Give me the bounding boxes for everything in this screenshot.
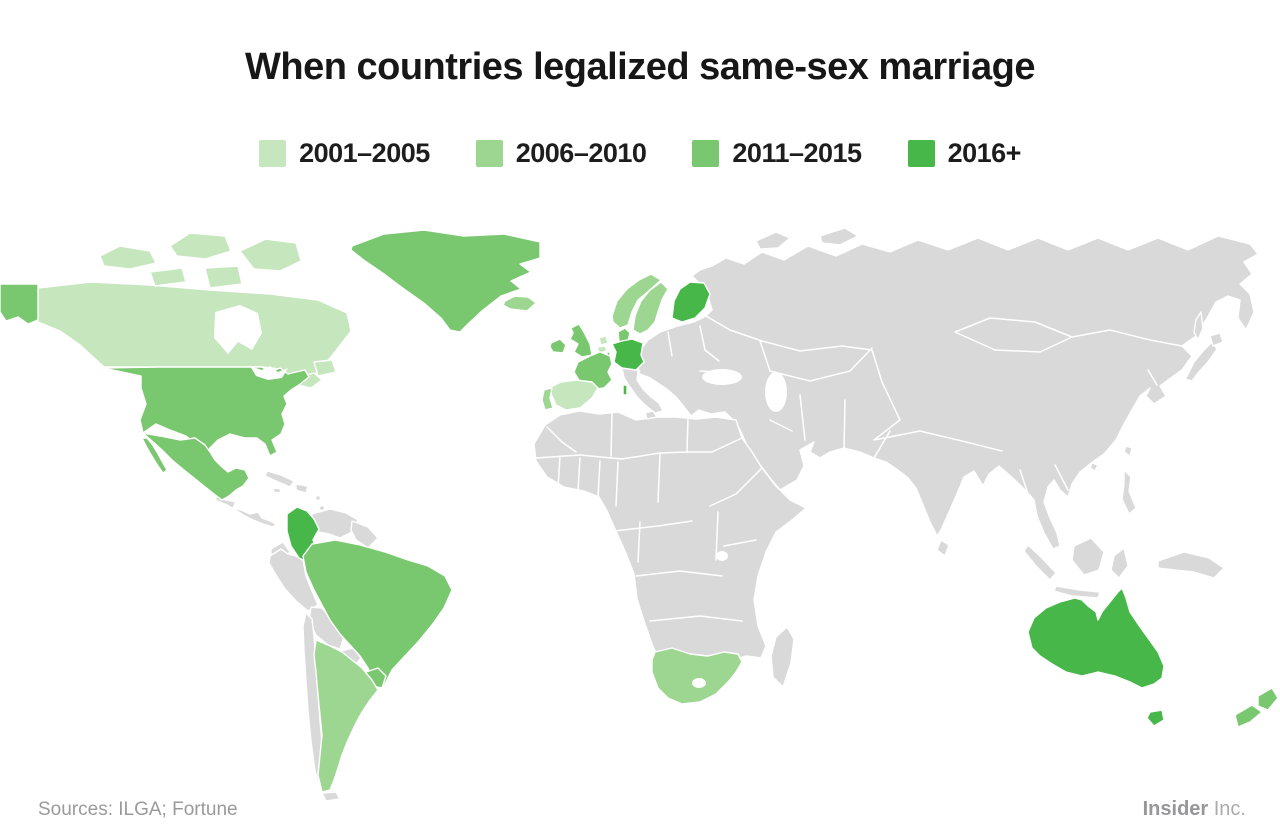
- landmass-tierra-del-fuego: [321, 791, 341, 802]
- country-portugal: [541, 387, 554, 411]
- country-denmark: [617, 327, 631, 343]
- country-canada-newfoundland: [313, 359, 337, 377]
- landmass-novaya-zemlya: [755, 231, 791, 250]
- landmass-central-america: [213, 495, 277, 528]
- country-ireland: [549, 338, 567, 354]
- legend-swatch-2011-2015: [692, 140, 720, 167]
- landmass-hispaniola: [295, 483, 309, 494]
- legend-item-2001-2005: 2001–2005: [259, 138, 430, 169]
- country-canada-arctic-3: [239, 238, 302, 272]
- landmass-antilles-1: [314, 494, 322, 502]
- country-malta: [622, 384, 628, 396]
- legend-swatch-2016-plus: [907, 140, 935, 167]
- country-australia-tasmania: [1146, 709, 1165, 727]
- country-mexico-baja: [141, 437, 168, 474]
- great-lakes: [250, 366, 288, 380]
- country-canada-arctic-5: [204, 265, 243, 289]
- country-australia: [1027, 587, 1165, 689]
- country-netherlands: [598, 335, 609, 346]
- landmass-eurasia: [635, 235, 1259, 550]
- landmass-italy: [621, 364, 664, 414]
- black-sea: [702, 369, 742, 385]
- africa-borders: [535, 412, 763, 622]
- country-south-africa: [651, 647, 743, 705]
- brand-logo-regular: Inc.: [1213, 798, 1246, 820]
- landmass-sakhalin: [1193, 311, 1204, 341]
- country-sweden: [632, 281, 669, 335]
- country-argentina: [313, 639, 379, 793]
- landmass-antilles-2: [318, 504, 326, 512]
- landmass-borneo: [1071, 537, 1105, 576]
- landmass-japan: [1184, 341, 1218, 382]
- country-spain: [548, 379, 599, 411]
- legend-label-2006-2010: 2006–2010: [515, 138, 647, 168]
- legend-swatch-2006-2010: [475, 140, 503, 167]
- legend-label-2011-2015: 2011–2015: [732, 138, 862, 168]
- country-canada-arctic-1: [99, 245, 157, 270]
- country-germany: [611, 338, 645, 371]
- landmass-sri-lanka: [936, 539, 950, 557]
- brand-logo: Insider Inc.: [1143, 798, 1246, 821]
- sources-note: Sources: ILGA; Fortune: [38, 799, 238, 820]
- caspian-sea: [765, 372, 787, 412]
- legend-item-2006-2010: 2006–2010: [475, 138, 647, 169]
- country-usa: [102, 366, 310, 457]
- landmass-java: [1053, 585, 1101, 599]
- country-canada-arctic-4: [149, 267, 187, 287]
- landmass-madagascar: [770, 626, 795, 688]
- landmass-philippines: [1121, 469, 1137, 515]
- country-brazil: [302, 539, 453, 689]
- landmass-arctic-islands-ru: [819, 227, 859, 246]
- country-belgium: [596, 345, 608, 354]
- lake-victoria: [716, 551, 728, 561]
- landmass-peru: [268, 548, 319, 612]
- page-title: When countries legalized same-sex marria…: [245, 46, 1035, 88]
- landmass-new-guinea: [1157, 551, 1225, 579]
- country-new-zealand-north: [1257, 687, 1279, 711]
- landmass-hokkaido: [1209, 332, 1224, 347]
- legend: 2001–2005 2006–2010 2011–2015 2016+: [0, 138, 1280, 169]
- brand-logo-bold: Insider: [1142, 798, 1209, 820]
- legend-label-2016-plus: 2016+: [947, 138, 1022, 168]
- landmass-taiwan: [1123, 445, 1133, 457]
- country-mexico: [142, 432, 250, 501]
- legend-item-2011-2015: 2011–2015: [692, 138, 862, 169]
- landmass-sicily: [644, 410, 658, 420]
- legend-swatch-2001-2005: [259, 140, 287, 167]
- country-united-kingdom: [569, 323, 593, 358]
- landmass-hainan: [1089, 462, 1099, 472]
- country-usa-alaska: [0, 283, 39, 325]
- landmass-jamaica: [272, 487, 282, 494]
- country-greenland: [350, 229, 541, 333]
- country-finland: [671, 281, 711, 323]
- country-new-zealand-south: [1234, 704, 1263, 728]
- lake-lesotho-hole: [692, 678, 706, 688]
- landmass-venezuela: [310, 508, 359, 539]
- landmass-africa: [533, 410, 807, 663]
- country-canada-arctic-2: [169, 232, 232, 260]
- landmass-cuba: [264, 470, 295, 488]
- landmass-sulawesi: [1110, 547, 1129, 579]
- hudson-bay: [214, 305, 262, 354]
- landmass-sumatra: [1023, 544, 1057, 581]
- legend-item-2016-plus: 2016+: [907, 138, 1022, 169]
- country-iceland: [502, 295, 537, 312]
- legend-label-2001-2005: 2001–2005: [299, 138, 430, 168]
